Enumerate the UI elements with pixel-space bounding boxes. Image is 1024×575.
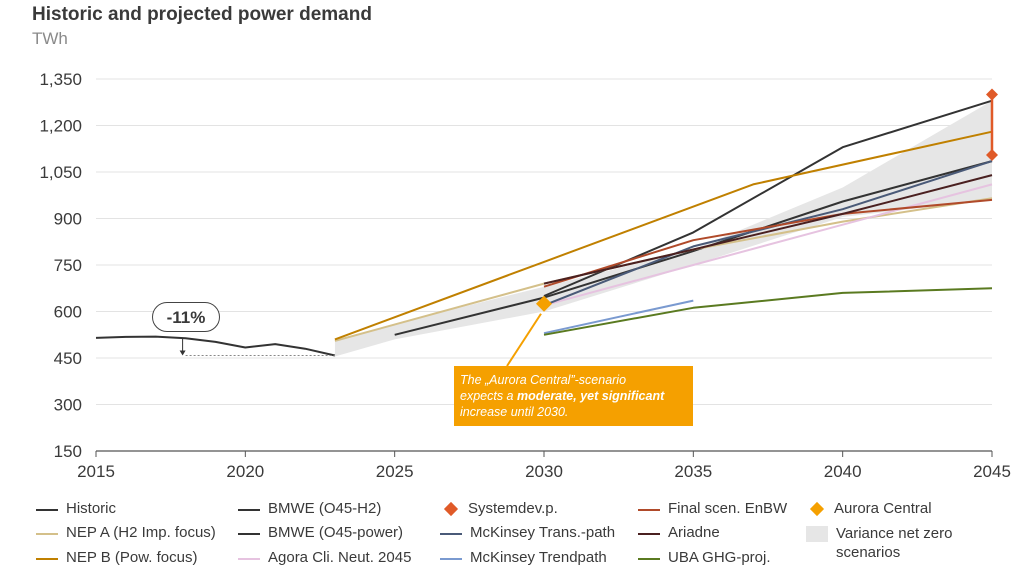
chart-legend: Historic BMWE (O45-H2) Systemdev.p. Final s… bbox=[0, 498, 1024, 575]
legend-label: Systemdev.p. bbox=[468, 500, 558, 517]
legend-label: Agora Cli. Neut. 2045 bbox=[268, 549, 412, 566]
series-agora-cli-neut-2045 bbox=[543, 183, 993, 307]
ytick-label: 150 bbox=[54, 442, 82, 461]
legend-label: BMWE (O45-H2) bbox=[268, 500, 382, 517]
xtick-label: 2045 bbox=[973, 462, 1011, 481]
legend-swatch bbox=[238, 533, 260, 535]
ytick-label: 600 bbox=[54, 303, 82, 322]
legend-label: Ariadne bbox=[668, 524, 720, 541]
legend-swatch bbox=[36, 558, 58, 560]
callout-pointer bbox=[506, 313, 542, 367]
xtick-label: 2015 bbox=[77, 462, 115, 481]
legend-area-swatch bbox=[806, 526, 828, 542]
callout-line-2a: expects a bbox=[460, 389, 517, 403]
arrow-head bbox=[179, 350, 186, 356]
chart-unit: TWh bbox=[32, 29, 68, 48]
legend-item-final-scen-enbw: Final scen. EnBW bbox=[638, 500, 787, 517]
marker-systemdev-p bbox=[986, 88, 998, 101]
legend-label: BMWE (O45-power) bbox=[268, 524, 404, 541]
legend-label: Variance net zero scenarios bbox=[836, 525, 953, 561]
ytick-label: 900 bbox=[54, 210, 82, 229]
legend-swatch bbox=[638, 509, 660, 511]
marker-aurora-central bbox=[536, 295, 552, 312]
legend-swatch bbox=[238, 558, 260, 560]
legend-swatch bbox=[440, 533, 462, 535]
xtick-label: 2025 bbox=[376, 462, 414, 481]
ytick-label: 450 bbox=[54, 349, 82, 368]
legend-label: McKinsey Trendpath bbox=[470, 549, 607, 566]
aurora-callout: The „Aurora Central”-scenario expects a … bbox=[454, 366, 693, 426]
xtick-label: 2035 bbox=[674, 462, 712, 481]
legend-swatch bbox=[638, 533, 660, 535]
marker-systemdev-p bbox=[986, 148, 998, 161]
legend-item-agora-cli-neut-2045: Agora Cli. Neut. 2045 bbox=[238, 549, 411, 566]
ytick-label: 750 bbox=[54, 256, 82, 275]
legend-item-uba-ghg-proj: UBA GHG-proj. bbox=[638, 549, 771, 566]
legend-label: NEP A (H2 Imp. focus) bbox=[66, 524, 216, 541]
legend-item-mckinsey-trans-path: McKinsey Trans.-path bbox=[440, 524, 615, 541]
legend-swatch bbox=[36, 509, 58, 511]
callout-line-2b: moderate, yet significant bbox=[516, 389, 665, 403]
historic-decline-label: -11% bbox=[152, 302, 220, 332]
legend-item-variance-net-zero-scenarios: Variance net zero scenarios bbox=[806, 524, 986, 562]
series-historic bbox=[95, 335, 336, 357]
legend-item-systemdev-p: Systemdev.p. bbox=[440, 500, 558, 517]
chart-title: Historic and projected power demand bbox=[32, 4, 372, 25]
legend-item-bmwe-o45-power: BMWE (O45-power) bbox=[238, 524, 403, 541]
variance-band bbox=[334, 100, 992, 357]
xtick-label: 2030 bbox=[525, 462, 563, 481]
legend-label: NEP B (Pow. focus) bbox=[66, 549, 198, 566]
series-final-scen-enbw bbox=[543, 198, 993, 288]
series-ariadne bbox=[543, 174, 993, 285]
callout-line-1: The „Aurora Central”-scenario bbox=[460, 373, 627, 387]
legend-swatch bbox=[238, 509, 260, 511]
chart-svg: 150 300 450 600 750 900 1,050 1,200 1,350 2015 202… bbox=[39, 70, 1011, 481]
legend-swatch bbox=[638, 558, 660, 560]
series-uba-ghg-proj bbox=[543, 287, 993, 336]
legend-label: McKinsey Trans.-path bbox=[470, 524, 616, 541]
legend-diamond-icon bbox=[809, 501, 825, 517]
legend-label: Final scen. EnBW bbox=[668, 500, 788, 517]
legend-item-aurora-central: Aurora Central bbox=[806, 500, 932, 517]
legend-swatch bbox=[440, 558, 462, 560]
legend-label: Historic bbox=[66, 500, 117, 517]
ytick-label: 1,050 bbox=[39, 163, 82, 182]
legend-label: UBA GHG-proj. bbox=[668, 549, 771, 566]
legend-item-nep-b-pow-focus: NEP B (Pow. focus) bbox=[36, 549, 197, 566]
legend-swatch bbox=[36, 533, 58, 535]
legend-item-ariadne: Ariadne bbox=[638, 524, 720, 541]
ytick-label: 1,350 bbox=[39, 70, 82, 89]
series-bmwe-o45-power bbox=[394, 160, 993, 336]
callout-line-3: increase until 2030. bbox=[460, 405, 569, 419]
legend-item-mckinsey-trendpath: McKinsey Trendpath bbox=[440, 549, 607, 566]
legend-label: Aurora Central bbox=[834, 500, 932, 517]
legend-item-nep-a-h2-imp-focus: NEP A (H2 Imp. focus) bbox=[36, 524, 216, 541]
legend-item-historic: Historic bbox=[36, 500, 116, 517]
legend-item-bmwe-o45-h2: BMWE (O45-H2) bbox=[238, 500, 381, 517]
ytick-label: 1,200 bbox=[39, 117, 82, 136]
xtick-label: 2020 bbox=[226, 462, 264, 481]
series-nep-b-pow-focus bbox=[334, 130, 993, 341]
legend-diamond-icon bbox=[443, 501, 459, 517]
ytick-label: 300 bbox=[54, 396, 82, 415]
xtick-label: 2040 bbox=[824, 462, 862, 481]
series-mckinsey-trendpath bbox=[543, 299, 694, 335]
